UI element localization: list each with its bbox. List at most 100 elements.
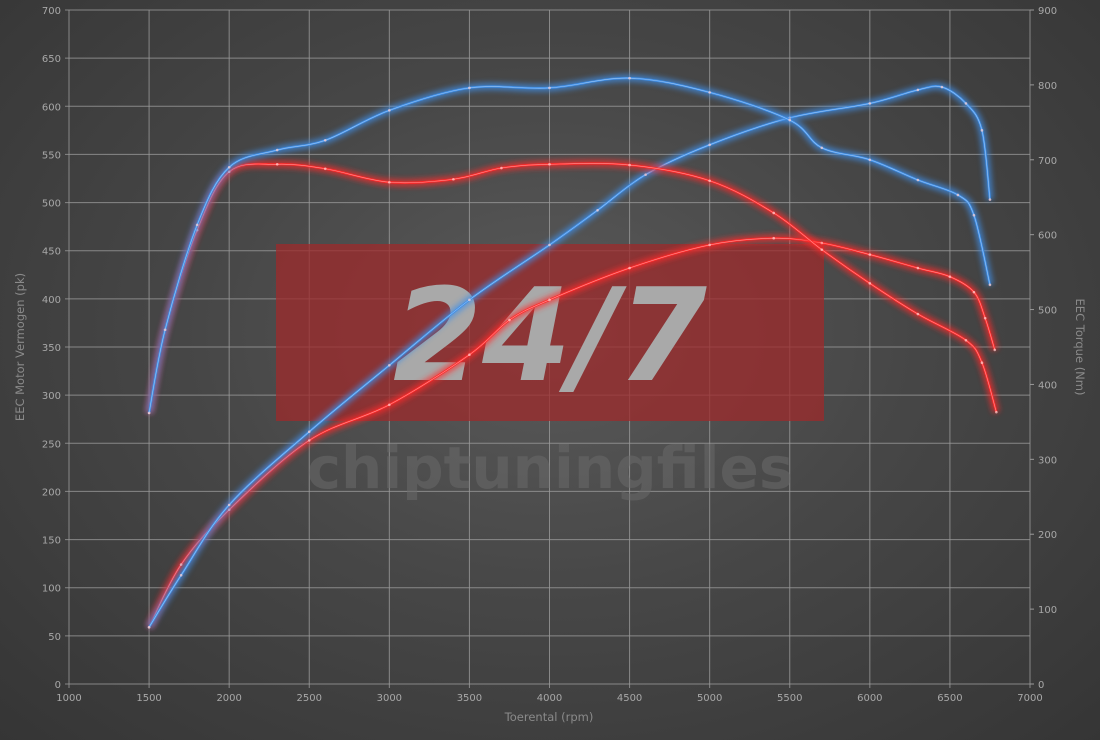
- y-right-tick-label: 900: [1038, 6, 1057, 17]
- data-point: [988, 283, 992, 287]
- data-point: [868, 158, 872, 162]
- data-point: [940, 85, 944, 89]
- data-point: [820, 241, 824, 245]
- data-point: [916, 178, 920, 182]
- data-point: [644, 173, 647, 176]
- x-tick-label: 6000: [857, 693, 882, 704]
- watermark-247: 24/7: [393, 262, 707, 411]
- data-point: [772, 211, 776, 215]
- y-right-tick-label: 600: [1038, 231, 1057, 242]
- y-left-tick-label: 300: [42, 391, 61, 402]
- y-left-tick-label: 200: [42, 487, 61, 498]
- data-point: [307, 430, 311, 434]
- data-point: [179, 563, 183, 566]
- data-point: [708, 243, 711, 247]
- watermark-badge: [276, 244, 824, 421]
- data-point: [323, 139, 327, 142]
- series-1: [145, 234, 999, 629]
- data-point: [708, 143, 711, 147]
- x-tick-label: 6500: [937, 693, 962, 704]
- y-left-tick-label: 0: [55, 680, 61, 691]
- data-point: [548, 162, 551, 166]
- data-point: [820, 146, 824, 150]
- data-point: [195, 223, 199, 227]
- x-tick-label: 7000: [1017, 693, 1042, 704]
- data-point: [708, 179, 711, 183]
- data-point: [468, 353, 471, 357]
- y-right-tick-label: 100: [1038, 605, 1057, 616]
- data-point: [468, 298, 471, 302]
- y-left-tick-label: 100: [42, 584, 61, 595]
- data-point: [972, 290, 976, 294]
- watermark-text: chiptuningfiles: [307, 434, 794, 502]
- data-point: [788, 118, 792, 122]
- data-point: [468, 86, 471, 90]
- data-point: [820, 248, 824, 251]
- data-point: [980, 129, 984, 132]
- data-point: [307, 439, 311, 442]
- x-tick-label: 3500: [457, 693, 482, 704]
- y-right-tick-label: 200: [1038, 530, 1057, 541]
- data-point: [964, 102, 968, 105]
- data-point: [980, 361, 984, 365]
- data-point: [500, 166, 503, 170]
- data-point: [995, 410, 998, 414]
- y-left-tick-label: 650: [42, 54, 61, 65]
- y-left-tick-label: 350: [42, 343, 61, 354]
- y-left-tick-label: 150: [42, 536, 61, 547]
- data-point: [548, 243, 551, 247]
- data-point: [179, 573, 183, 577]
- data-point: [388, 180, 391, 184]
- data-point: [323, 167, 327, 171]
- data-point: [983, 316, 987, 320]
- data-point: [916, 88, 920, 92]
- data-point: [452, 177, 455, 181]
- data-point: [868, 282, 872, 285]
- series-4: [145, 74, 994, 415]
- data-point: [227, 165, 231, 169]
- data-point: [628, 76, 631, 80]
- y-left-tick-label: 50: [48, 632, 61, 643]
- data-point: [147, 411, 151, 415]
- y-axis-right-title: EEC Torque (Nm): [1073, 299, 1087, 396]
- data-point: [388, 363, 391, 367]
- data-point: [708, 91, 711, 94]
- data-point: [163, 328, 167, 332]
- y-left-tick-label: 450: [42, 247, 61, 258]
- y-right-tick-label: 700: [1038, 156, 1057, 167]
- data-point: [948, 275, 952, 279]
- data-point: [956, 193, 960, 197]
- x-tick-label: 4000: [537, 693, 562, 704]
- x-tick-label: 4500: [617, 693, 642, 704]
- data-point: [596, 208, 599, 212]
- y-right-tick-label: 800: [1038, 81, 1057, 92]
- y-left-tick-label: 700: [42, 6, 61, 17]
- grid: [65, 9, 1034, 688]
- y-left-tick-label: 500: [42, 199, 61, 210]
- data-point: [964, 338, 968, 342]
- x-tick-label: 2000: [216, 693, 241, 704]
- data-point: [916, 266, 920, 270]
- data-point: [868, 102, 872, 105]
- data-point: [508, 318, 511, 322]
- data-point: [275, 148, 279, 152]
- x-tick-label: 3000: [377, 693, 402, 704]
- data-point: [388, 109, 391, 112]
- x-tick-label: 2500: [297, 693, 322, 704]
- y-left-tick-label: 550: [42, 150, 61, 161]
- y-axis-left-title: EEC Motor Vermogen (pk): [13, 273, 27, 421]
- y-left-tick-label: 600: [42, 102, 61, 113]
- data-point: [388, 403, 391, 407]
- y-left-tick-label: 400: [42, 295, 61, 306]
- data-point: [227, 503, 231, 507]
- y-right-tick-label: 400: [1038, 380, 1057, 391]
- data-point: [628, 163, 631, 167]
- x-axis-title: Toerental (rpm): [504, 710, 594, 724]
- data-point: [868, 253, 872, 256]
- data-point: [548, 298, 551, 302]
- data-point: [147, 625, 151, 629]
- y-left-tick-label: 250: [42, 439, 61, 450]
- data-point: [548, 86, 551, 90]
- series-2: [146, 82, 994, 630]
